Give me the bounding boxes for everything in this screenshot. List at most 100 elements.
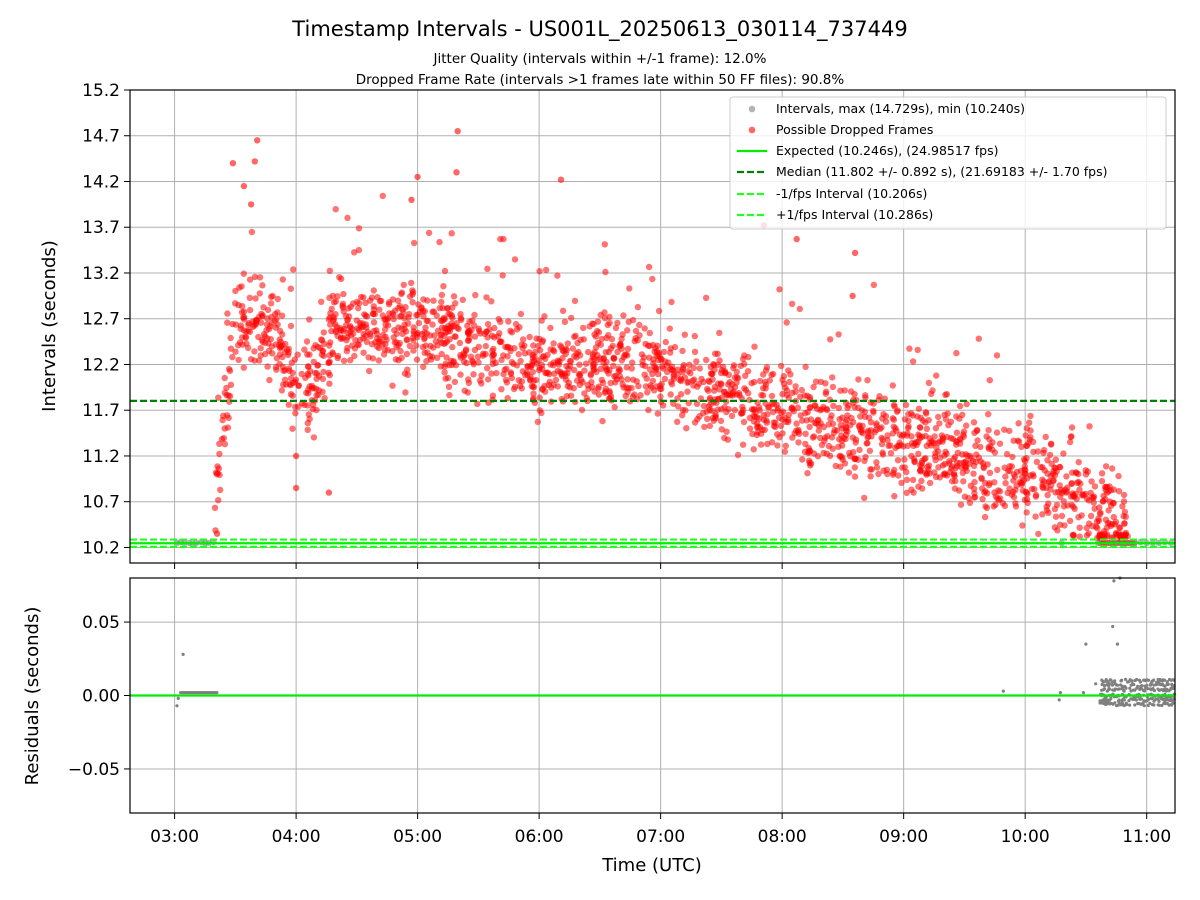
dropped-frame-point bbox=[602, 349, 609, 356]
dropped-frame-point bbox=[1049, 470, 1057, 478]
dropped-frame-point bbox=[450, 293, 458, 300]
dropped-frame-point bbox=[286, 367, 293, 374]
dropped-frame-point bbox=[1051, 524, 1059, 531]
dropped-frame-point bbox=[950, 470, 958, 477]
dropped-frame-point bbox=[554, 357, 561, 364]
dropped-frame-point bbox=[584, 348, 592, 356]
dropped-frame-point bbox=[500, 352, 507, 359]
dropped-frame-point bbox=[303, 338, 311, 345]
dropped-frame-point bbox=[498, 386, 505, 393]
dropped-frame-point bbox=[413, 356, 421, 363]
dropped-frame-point bbox=[915, 450, 922, 457]
intervals-y-tick-label: 12.2 bbox=[82, 355, 120, 375]
dropped-frame-point bbox=[975, 335, 982, 342]
residual-point bbox=[1156, 697, 1160, 701]
dropped-frame-point bbox=[671, 343, 679, 351]
dropped-frame-point bbox=[247, 356, 255, 363]
dropped-frame-point bbox=[216, 471, 223, 479]
dropped-frame-point bbox=[1008, 463, 1015, 470]
dropped-frame-point bbox=[327, 321, 334, 328]
intervals-x-tick-marks bbox=[174, 563, 1148, 569]
dropped-frame-point bbox=[923, 410, 930, 417]
dropped-frame-point bbox=[326, 352, 333, 359]
dropped-frame-point bbox=[584, 397, 591, 405]
dropped-frame-point bbox=[536, 367, 543, 374]
dropped-frame-point bbox=[1051, 505, 1059, 513]
dropped-frame-point bbox=[969, 457, 977, 465]
residual-point bbox=[1109, 696, 1113, 701]
dropped-frame-point bbox=[629, 393, 637, 400]
dropped-frame-point bbox=[223, 412, 231, 419]
dropped-frame-point bbox=[788, 405, 795, 412]
dropped-frame-point bbox=[851, 249, 859, 257]
dropped-frame-point bbox=[515, 377, 522, 384]
dropped-frame-point bbox=[437, 363, 444, 370]
legend-label-median: Median (11.802 +/- 0.892 s), (21.69183 +… bbox=[776, 164, 1107, 179]
dropped-frame-point bbox=[216, 450, 223, 458]
dropped-frame-point bbox=[662, 338, 669, 346]
dropped-frame-point bbox=[490, 351, 497, 359]
dropped-frame-point bbox=[398, 312, 405, 320]
dropped-frame-point bbox=[541, 388, 549, 395]
dropped-frame-point bbox=[922, 432, 929, 440]
dropped-frame-point bbox=[501, 366, 508, 374]
dropped-frame-point bbox=[1085, 530, 1092, 537]
dropped-frame-point bbox=[453, 320, 460, 327]
dropped-frame-point bbox=[1040, 478, 1048, 485]
dropped-frame-point bbox=[528, 361, 535, 369]
residual-point bbox=[1102, 687, 1107, 691]
dropped-frame-point bbox=[507, 370, 515, 377]
dropped-frame-point bbox=[474, 400, 481, 408]
dropped-frame-point bbox=[1068, 424, 1076, 431]
dropped-frame-point bbox=[426, 332, 434, 339]
intervals-y-tick-label: 15.2 bbox=[82, 81, 120, 101]
dropped-frame-point bbox=[654, 410, 661, 417]
dropped-frame-point bbox=[1091, 483, 1099, 490]
intervals-y-tick-label: 11.2 bbox=[82, 447, 120, 467]
dropped-frame-point bbox=[1012, 486, 1019, 494]
dropped-frame-point bbox=[1110, 513, 1118, 521]
dropped-frame-point bbox=[483, 294, 490, 301]
dropped-frame-point bbox=[899, 464, 906, 471]
dropped-frame-point bbox=[320, 329, 327, 336]
dropped-frame-point bbox=[726, 378, 733, 386]
dropped-frame-point bbox=[564, 340, 571, 347]
dropped-frame-point bbox=[390, 315, 397, 323]
dropped-frame-point bbox=[625, 318, 632, 326]
dropped-frame-point bbox=[529, 368, 537, 376]
dropped-frame-point bbox=[344, 214, 351, 222]
dropped-frame-point bbox=[1076, 533, 1083, 540]
dropped-frame-point bbox=[269, 292, 276, 300]
dropped-frame-point bbox=[918, 477, 925, 485]
dropped-frame-point bbox=[448, 361, 456, 369]
residual-point bbox=[1152, 703, 1156, 707]
dropped-frame-point bbox=[403, 336, 410, 343]
dropped-frame-point bbox=[252, 295, 259, 302]
dropped-frame-point bbox=[565, 365, 572, 372]
dropped-frame-point bbox=[668, 298, 675, 306]
dropped-frame-point bbox=[937, 454, 944, 461]
dropped-frame-point bbox=[730, 362, 738, 369]
residual-point bbox=[1107, 687, 1112, 691]
dropped-frame-point bbox=[901, 416, 909, 423]
dropped-frame-point bbox=[394, 297, 402, 304]
dropped-frame-point bbox=[1089, 523, 1096, 530]
dropped-frame-point bbox=[665, 359, 672, 366]
dropped-frame-point bbox=[595, 391, 603, 398]
dropped-frame-point bbox=[551, 370, 558, 377]
dropped-frame-point bbox=[700, 402, 708, 410]
dropped-frame-point bbox=[806, 447, 813, 454]
dropped-frame-point bbox=[797, 393, 804, 400]
dropped-frame-point bbox=[691, 348, 699, 355]
dropped-frame-point bbox=[256, 357, 263, 364]
dropped-frame-point bbox=[716, 329, 723, 337]
dropped-frame-point bbox=[709, 407, 716, 414]
dropped-frame-point bbox=[618, 345, 625, 352]
residual-point bbox=[1057, 698, 1061, 702]
dropped-frame-point bbox=[515, 351, 522, 358]
dropped-frame-point bbox=[670, 373, 677, 380]
residual-point bbox=[1160, 703, 1164, 708]
dropped-frame-point bbox=[379, 192, 386, 200]
dropped-frame-point bbox=[1039, 483, 1046, 491]
dropped-frame-point bbox=[661, 375, 669, 383]
